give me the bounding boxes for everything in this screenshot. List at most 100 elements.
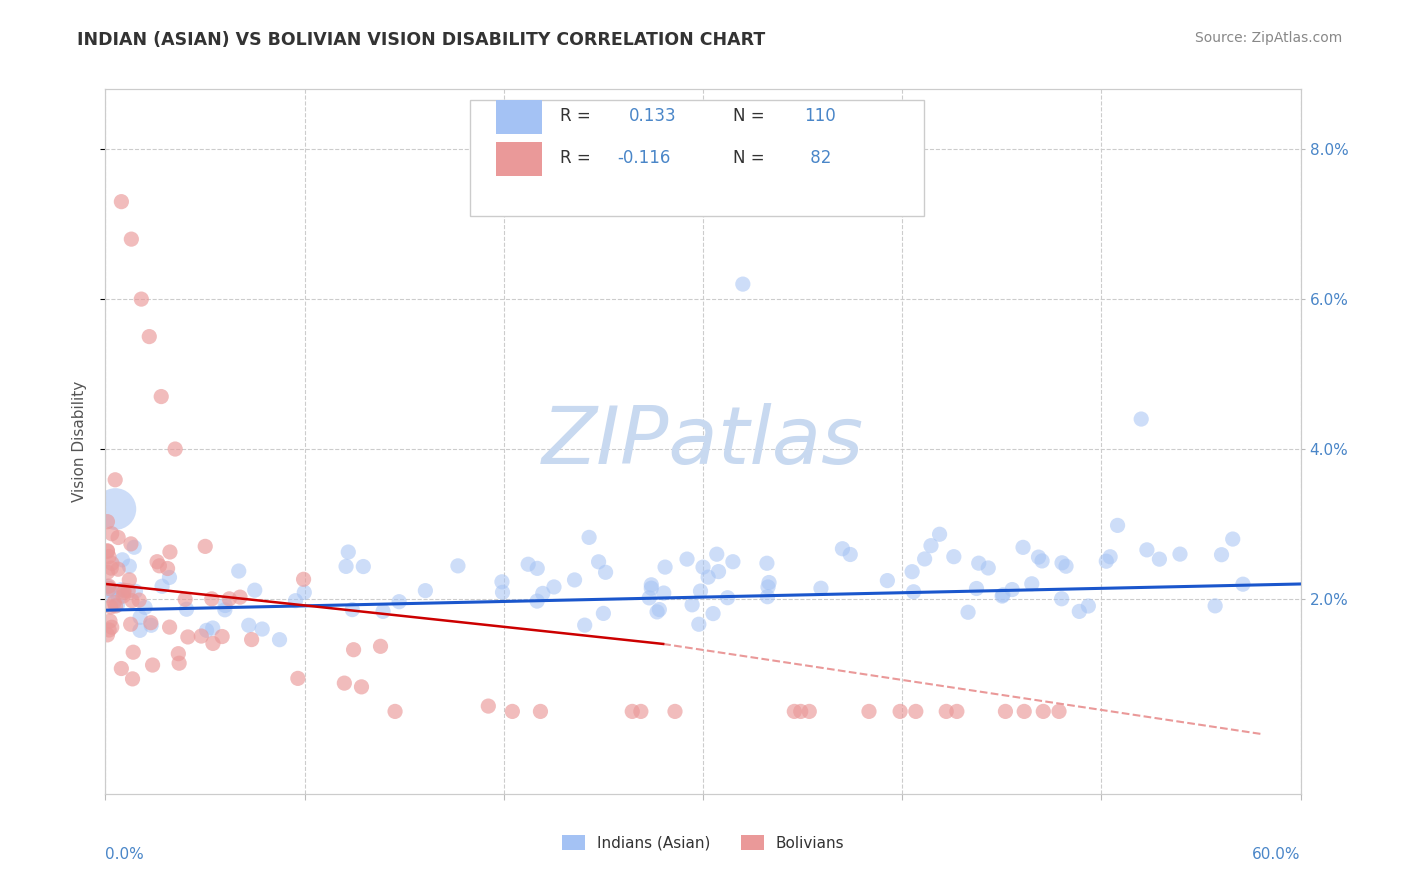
Point xyxy=(839,548,862,562)
Point xyxy=(914,552,936,566)
Point xyxy=(648,602,671,616)
Point xyxy=(810,581,832,595)
Point xyxy=(174,592,197,607)
Point xyxy=(238,618,260,632)
Point xyxy=(903,584,925,599)
Point xyxy=(122,540,145,554)
Point xyxy=(284,593,307,607)
FancyBboxPatch shape xyxy=(470,100,924,216)
Point xyxy=(110,194,132,209)
Point xyxy=(1136,542,1159,557)
Point xyxy=(333,676,356,690)
Point xyxy=(120,537,142,551)
Point xyxy=(977,561,1000,575)
Point xyxy=(942,549,965,564)
Point xyxy=(638,591,661,605)
Point xyxy=(117,583,139,598)
Point xyxy=(1130,412,1153,426)
Point xyxy=(697,570,720,584)
Point xyxy=(240,632,263,647)
Point xyxy=(211,630,233,644)
Point xyxy=(350,680,373,694)
Point xyxy=(904,705,927,719)
Point xyxy=(150,579,173,593)
Point xyxy=(920,539,942,553)
Point xyxy=(676,552,699,566)
Point xyxy=(756,580,779,594)
Point xyxy=(1149,552,1171,566)
Point xyxy=(543,580,565,594)
Point xyxy=(104,599,127,613)
Point xyxy=(194,540,217,554)
Point xyxy=(201,591,224,606)
Point xyxy=(491,574,513,589)
Point xyxy=(141,618,163,632)
Text: 110: 110 xyxy=(804,107,837,125)
Point xyxy=(118,573,141,587)
Point xyxy=(876,574,898,588)
Point xyxy=(447,558,470,573)
Point xyxy=(1095,554,1118,568)
Point xyxy=(121,593,143,607)
Point xyxy=(107,562,129,576)
Point xyxy=(578,530,600,544)
Point xyxy=(98,582,121,596)
Point xyxy=(100,561,122,575)
Point xyxy=(595,566,617,580)
Point xyxy=(1107,518,1129,533)
Point xyxy=(681,598,703,612)
Point xyxy=(121,672,143,686)
Point xyxy=(195,624,218,638)
Point xyxy=(342,642,364,657)
Point xyxy=(935,705,957,719)
Point xyxy=(967,556,990,570)
Point xyxy=(991,589,1014,603)
Point xyxy=(167,647,190,661)
Point xyxy=(1222,532,1244,546)
Text: R =: R = xyxy=(560,107,596,125)
Text: N =: N = xyxy=(733,149,769,168)
Point xyxy=(159,620,181,634)
Text: 82: 82 xyxy=(804,149,831,168)
Point xyxy=(1028,550,1050,565)
Point xyxy=(664,705,686,719)
Point xyxy=(1012,541,1035,555)
Text: 0.0%: 0.0% xyxy=(105,847,145,862)
Point xyxy=(142,658,165,673)
Point xyxy=(100,620,122,634)
Point xyxy=(957,605,980,619)
Point xyxy=(529,705,551,719)
Point xyxy=(1069,604,1091,618)
Point xyxy=(214,603,236,617)
Point xyxy=(98,583,121,598)
Point xyxy=(1099,549,1122,564)
Point xyxy=(588,555,610,569)
Point xyxy=(156,561,179,575)
Point xyxy=(100,526,122,541)
Point xyxy=(370,640,392,654)
Point xyxy=(100,599,122,614)
Point xyxy=(706,547,728,561)
Point xyxy=(112,585,135,599)
Point xyxy=(1050,556,1073,570)
Point xyxy=(946,705,969,719)
Point xyxy=(702,607,724,621)
Point xyxy=(97,588,120,602)
Point xyxy=(889,705,911,719)
Point xyxy=(165,442,187,456)
Point xyxy=(97,579,120,593)
Point xyxy=(176,602,198,616)
Point xyxy=(731,277,754,292)
Point xyxy=(269,632,291,647)
Point xyxy=(98,614,121,628)
Point xyxy=(150,390,173,404)
Point xyxy=(107,531,129,545)
Point xyxy=(928,527,950,541)
Point xyxy=(96,579,118,593)
Point xyxy=(758,575,780,590)
Point xyxy=(122,645,145,659)
Point xyxy=(1021,576,1043,591)
Point xyxy=(526,594,548,608)
Point xyxy=(104,473,127,487)
Text: N =: N = xyxy=(733,107,769,125)
